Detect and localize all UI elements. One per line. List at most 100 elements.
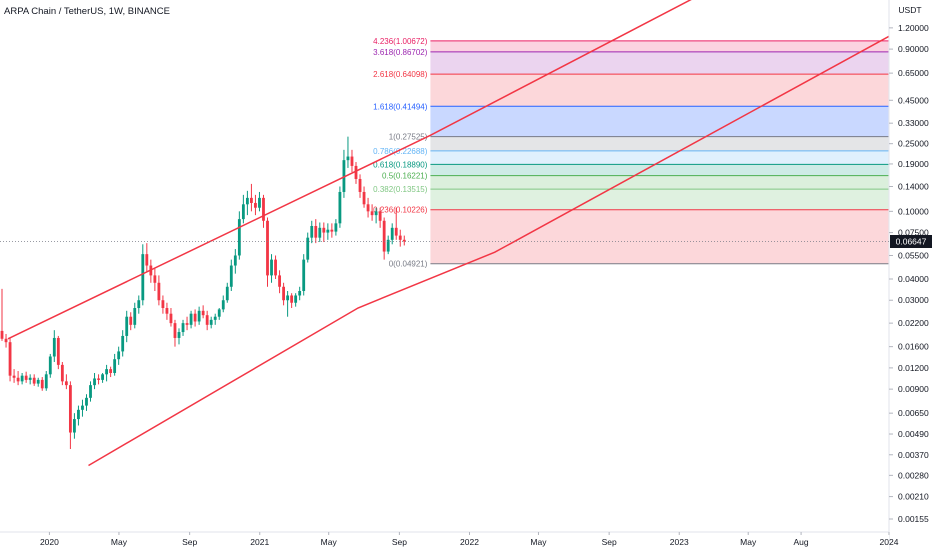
candle-body [12,375,16,378]
candle-body [181,323,185,333]
fib-level-label: 0(0.04921) [389,260,428,269]
candle-body [229,265,233,287]
time-tick-label: 2022 [460,537,479,547]
candle-body [290,295,294,303]
candle-body [398,235,402,240]
candle-body [165,308,169,314]
price-tick-label: 0.05500 [898,250,929,260]
candle-body [346,156,350,161]
candle-body [201,310,205,316]
candle-body [270,259,273,276]
candle-body [48,356,52,375]
price-tick-label: 0.03000 [898,295,929,305]
candle-body [354,165,358,179]
candle-body [109,369,113,373]
candle-body [278,275,281,287]
fib-level-label: 1(0.27525) [389,133,428,142]
candle-body [32,377,36,384]
candle-body [157,282,161,301]
candle-body [213,316,217,320]
price-tick-label: 0.45000 [898,95,929,105]
currency-unit-background [890,0,932,16]
channel-upper-line[interactable] [7,0,865,340]
fib-level-label: 0.236(0.10226) [373,206,428,215]
time-tick-label: Aug [794,537,809,547]
candle-body [153,275,157,283]
candle-body [125,316,129,336]
time-tick-label: May [740,537,757,547]
candle-body [318,227,322,238]
candle-body [342,160,346,192]
fib-band-2-618 [430,74,889,107]
candle-body [390,227,394,240]
trend-channel[interactable] [7,0,890,467]
channel-lower-line[interactable] [88,35,890,467]
candle-body [382,220,386,252]
candle-body [274,259,277,276]
candle-body [93,378,96,386]
fib-retracement[interactable]: 0(0.04921) 0.236(0.10226) 0.382(0.13515) 0.… [373,37,889,269]
candlestick-series [0,136,406,450]
price-tick-label: 0.00210 [898,492,929,502]
candle-body [101,374,104,380]
fib-band-0-236 [430,209,889,264]
price-tick-label: 0.00900 [898,384,929,394]
candle-body [250,197,253,203]
fib-level-label: 0.5(0.16221) [382,172,428,181]
candle-body [245,197,249,205]
price-tick-label: 0.90000 [898,44,929,54]
candle-body [221,300,225,310]
candle-body [161,300,165,309]
candle-body [378,211,382,221]
candle-body [121,335,125,352]
candle-body [402,239,406,242]
fib-band-3-618 [430,51,889,75]
price-tick-label: 0.33000 [898,118,929,128]
candle-body [262,197,265,221]
fib-level-label: 1.618(0.41494) [373,102,428,111]
candle-body [117,351,121,360]
candle-body [68,385,72,433]
fib-band-1 [430,136,889,151]
time-tick-label: Sep [182,537,197,547]
candle-body [310,225,314,238]
price-tick-label: 0.00370 [898,450,929,460]
candle-body [334,223,338,232]
price-tick-label: 0.00490 [898,429,929,439]
last-price-label: 0.06647 [896,236,927,246]
candle-body [205,315,209,325]
time-axis[interactable]: 2020 May Sep 2021 May Sep 2022 May Sep 2023 May Aug… [40,532,899,547]
candle-body [56,337,60,365]
candle-body [241,204,245,220]
candle-body [258,197,261,208]
fib-band-0-5 [430,175,889,190]
candle-body [8,342,12,376]
candle-body [133,308,137,325]
time-tick-label: Sep [392,537,407,547]
candle-body [322,227,326,233]
candle-body [89,385,92,398]
price-axis[interactable]: 1.20000 0.90000 0.65000 0.45000 0.33000 0.250… [889,23,929,524]
price-tick-label: 0.25000 [898,139,929,149]
last-price-marker: 0.06647 [0,234,932,248]
candle-body [386,239,390,252]
candle-body [286,295,290,301]
candle-body [28,377,32,380]
candle-body [358,178,362,192]
candle-body [370,211,374,216]
currency-unit-label: USDT [898,5,921,15]
candle-body [326,229,330,233]
candle-body [217,309,221,317]
candle-body [40,379,44,389]
candle-body [85,397,88,406]
time-tick-label: May [111,537,128,547]
price-tick-label: 0.04000 [898,274,929,284]
candle-body [302,259,306,291]
price-tick-label: 0.01200 [898,363,929,373]
price-tick-label: 0.14000 [898,181,929,191]
candle-body [73,419,76,433]
candle-body [97,378,100,380]
candle-body [294,295,298,303]
